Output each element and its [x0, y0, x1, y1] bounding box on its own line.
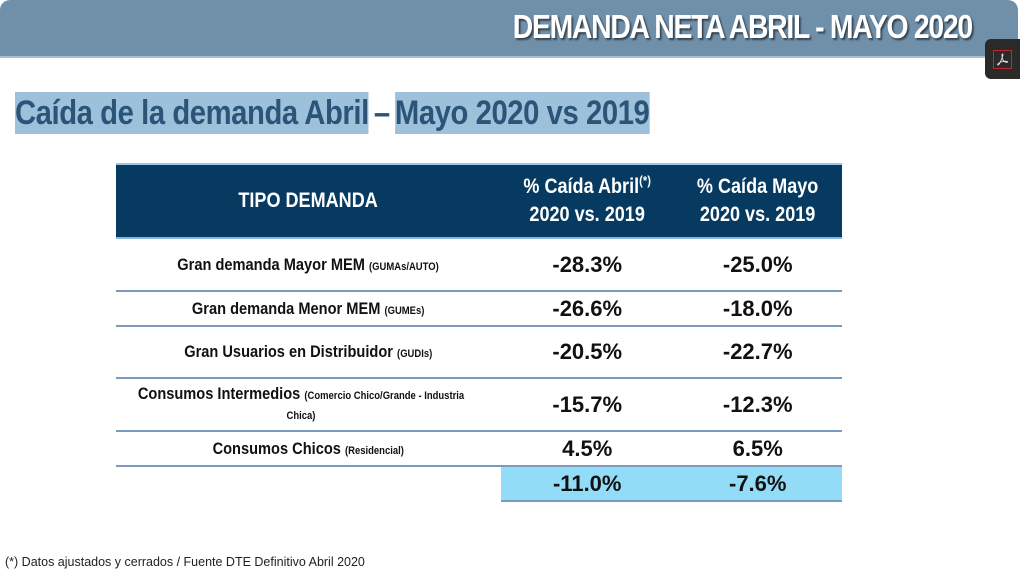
- column-header-mayo: % Caída Mayo 2020 vs. 2019: [673, 163, 842, 239]
- abril-value: -26.6%: [501, 291, 674, 327]
- abril-value: -15.7%: [501, 378, 674, 432]
- table-row: Gran Usuarios en Distribuidor (GUDIs) -2…: [116, 326, 842, 379]
- pdf-button[interactable]: [985, 39, 1020, 79]
- table-row: Consumos Chicos (Residencial) 4.5% 6.5%: [116, 431, 842, 467]
- row-label: Gran demanda Mayor MEM (GUMAs/AUTO): [116, 238, 501, 292]
- subtitle-dash: –: [373, 94, 390, 132]
- header-banner: DEMANDA NETA ABRIL - MAYO 2020: [0, 0, 1018, 58]
- mayo-value: 6.5%: [673, 431, 842, 467]
- total-row: -11.0% -7.6%: [116, 466, 842, 502]
- row-label: Consumos Chicos (Residencial): [116, 431, 501, 467]
- total-mayo-value: -7.6%: [673, 466, 842, 502]
- total-abril-value: -11.0%: [501, 466, 674, 502]
- column-header-tipo: TIPO DEMANDA: [116, 163, 501, 239]
- abril-value: -28.3%: [501, 238, 674, 292]
- mayo-value: -22.7%: [673, 326, 842, 379]
- row-label: Consumos Intermedios (Comercio Chico/Gra…: [116, 378, 501, 432]
- subtitle-part-1: Caída de la demanda Abril: [15, 92, 369, 134]
- page-title: DEMANDA NETA ABRIL - MAYO 2020: [512, 8, 973, 45]
- demand-table: TIPO DEMANDA % Caída Abril(*) 2020 vs. 20…: [116, 163, 842, 502]
- table-header-row: TIPO DEMANDA % Caída Abril(*) 2020 vs. 20…: [116, 163, 842, 239]
- total-label-empty: [116, 466, 501, 501]
- pdf-icon: [993, 49, 1012, 69]
- table-row: Gran demanda Menor MEM (GUMEs) -26.6% -1…: [116, 291, 842, 327]
- table-row: Consumos Intermedios (Comercio Chico/Gra…: [116, 378, 842, 432]
- table-row: Gran demanda Mayor MEM (GUMAs/AUTO) -28.…: [116, 238, 842, 292]
- footnote: (*) Datos ajustados y cerrados / Fuente …: [5, 555, 365, 569]
- mayo-value: -12.3%: [673, 378, 842, 432]
- row-label: Gran demanda Menor MEM (GUMEs): [116, 291, 501, 327]
- mayo-value: -25.0%: [673, 238, 842, 292]
- abril-value: -20.5%: [501, 326, 674, 379]
- abril-value: 4.5%: [501, 431, 674, 467]
- column-header-abril: % Caída Abril(*) 2020 vs. 2019: [501, 163, 674, 239]
- row-label: Gran Usuarios en Distribuidor (GUDIs): [116, 326, 501, 379]
- subtitle-part-2: Mayo 2020 vs 2019: [394, 92, 650, 134]
- footnote-marker: (*): [639, 173, 652, 188]
- section-subtitle: Caída de la demanda Abril – Mayo 2020 vs 2…: [15, 92, 650, 138]
- mayo-value: -18.0%: [673, 291, 842, 327]
